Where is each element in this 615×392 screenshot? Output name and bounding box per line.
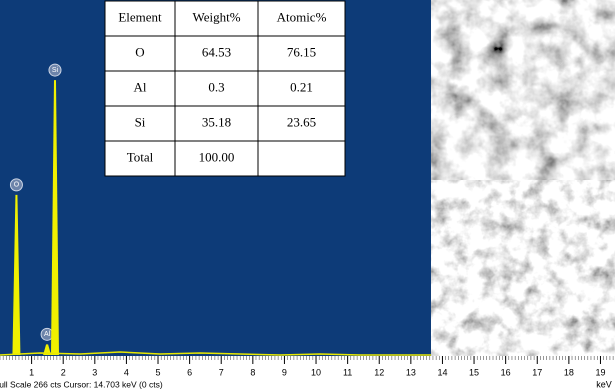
peak-label: Al <box>44 331 51 338</box>
x-tick-label: 12 <box>374 367 384 377</box>
table-cell: 0.3 <box>208 79 224 94</box>
x-tick-label: 9 <box>282 367 287 377</box>
x-tick-label: 17 <box>532 367 542 377</box>
x-unit: keV <box>596 379 612 389</box>
x-tick-label: 18 <box>564 367 574 377</box>
x-tick-label: 3 <box>92 367 97 377</box>
table-cell: Element <box>118 9 162 24</box>
table-cell: O <box>135 44 144 59</box>
x-tick-label: 14 <box>437 367 447 377</box>
x-tick-label: 13 <box>406 367 416 377</box>
table-cell: Total <box>127 149 154 164</box>
sem-image-bottom <box>431 180 615 356</box>
x-tick-label: 6 <box>187 367 192 377</box>
x-tick-label: 4 <box>124 367 129 377</box>
table-cell: Weight% <box>192 9 240 24</box>
table-cell: 76.15 <box>287 44 316 59</box>
peak-label: O <box>14 182 20 189</box>
eds-screenshot: O Al Si Element Weight% Atomic% O 64.53 76.15 Al… <box>0 0 615 392</box>
table-cell: 23.65 <box>287 114 316 129</box>
table-cell: 64.53 <box>202 44 231 59</box>
table-cell: Al <box>134 79 147 94</box>
x-tick-label: 15 <box>469 367 479 377</box>
table-cell: 0.21 <box>290 79 313 94</box>
x-tick-label: 19 <box>595 367 605 377</box>
x-tick-label: 2 <box>61 367 66 377</box>
table-cell: 100.00 <box>199 149 235 164</box>
x-tick-label: 7 <box>219 367 224 377</box>
table-cell: 35.18 <box>202 114 231 129</box>
x-tick-label: 8 <box>250 367 255 377</box>
table-cell: Si <box>135 114 146 129</box>
sem-image-top <box>431 0 615 180</box>
peak-label: Si <box>52 67 59 74</box>
status-bar: Full Scale 266 cts Cursor: 14.703 keV (0… <box>0 379 163 389</box>
x-tick-label: 1 <box>29 367 34 377</box>
x-tick-label: 5 <box>156 367 161 377</box>
x-tick-label: 16 <box>501 367 511 377</box>
table-cell: Atomic% <box>277 9 327 24</box>
x-tick-label: 11 <box>343 367 352 377</box>
x-tick-label: 10 <box>311 367 321 377</box>
result-table: Element Weight% Atomic% O 64.53 76.15 Al 0.3 0.2… <box>105 1 345 176</box>
